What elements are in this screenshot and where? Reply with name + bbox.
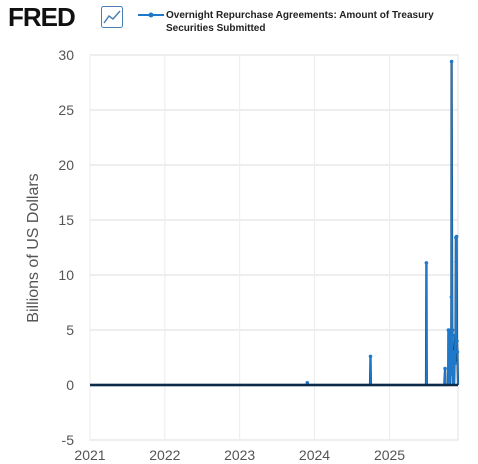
y-tick-label: 30 — [58, 47, 74, 63]
trend-chart-icon — [101, 6, 123, 28]
data-point — [443, 366, 447, 371]
data-point — [451, 350, 456, 354]
y-tick-label: 10 — [58, 267, 74, 283]
data-point — [455, 350, 460, 354]
data-point — [453, 361, 458, 365]
x-tick-label: 2021 — [74, 447, 105, 463]
data-point — [305, 381, 310, 385]
y-tick-label: 5 — [66, 322, 74, 338]
chart-header: FRED Overnight Repurchase Agreements: Am… — [0, 0, 478, 44]
data-point — [455, 339, 459, 343]
legend-label-line-2: Securities Submitted — [166, 23, 266, 34]
y-tick-label: 15 — [58, 212, 74, 228]
data-point — [450, 328, 455, 332]
data-point — [449, 295, 454, 299]
y-tick-label: 0 — [66, 377, 74, 393]
y-tick-label: 20 — [58, 157, 74, 173]
fred-logo: FRED — [8, 2, 76, 32]
legend-label: Overnight Repurchase Agreements: Amount … — [166, 9, 466, 35]
x-tick-label: 2025 — [374, 447, 405, 463]
data-point — [453, 333, 457, 338]
data-point — [449, 372, 454, 376]
x-tick-label: 2023 — [224, 447, 255, 463]
x-tick-label: 2024 — [299, 447, 330, 463]
data-point — [368, 354, 373, 359]
plot-area — [89, 54, 459, 441]
y-tick-label: 25 — [58, 102, 74, 118]
legend-swatch-icon — [138, 12, 164, 18]
data-point — [454, 234, 459, 239]
data-point — [449, 59, 454, 64]
data-point — [454, 260, 459, 264]
data-point — [424, 261, 429, 265]
legend-label-line-1: Overnight Repurchase Agreements: Amount … — [166, 10, 434, 21]
y-tick-label: -5 — [62, 432, 75, 448]
x-tick-label: 2022 — [149, 447, 180, 463]
